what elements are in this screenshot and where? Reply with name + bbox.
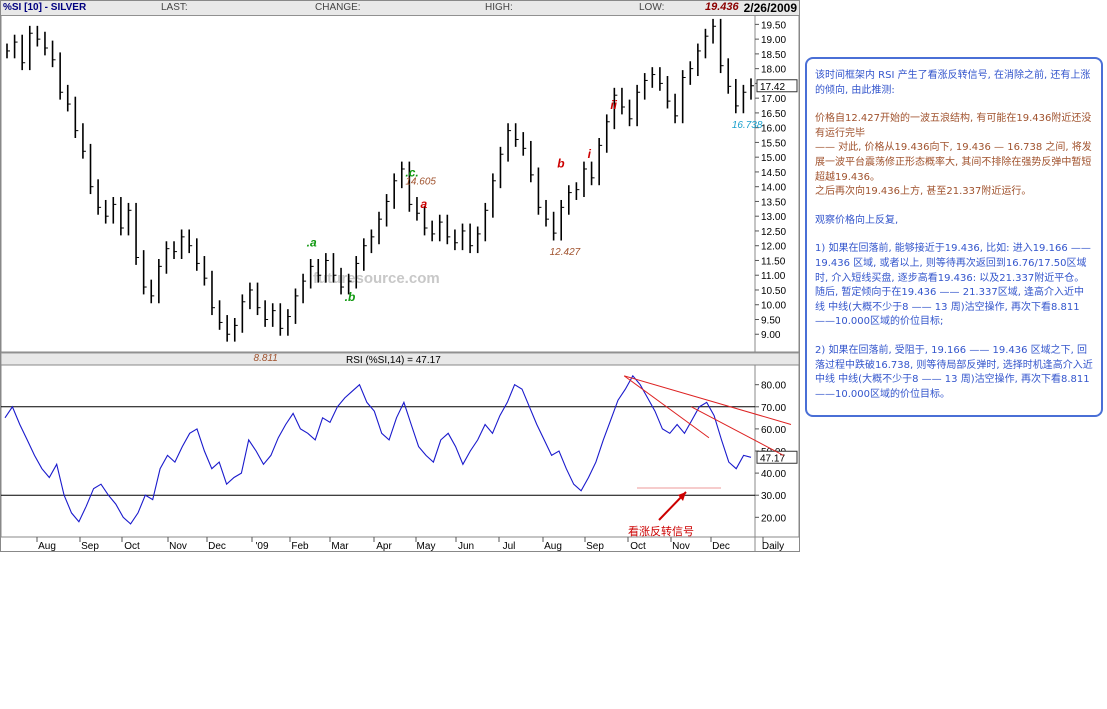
chart-date: 2/26/2009 bbox=[743, 1, 797, 15]
rsi-trend-line bbox=[624, 375, 792, 425]
price-tick-label: 17.00 bbox=[761, 94, 786, 105]
chart-header: %SI [10] - SILVER LAST: CHANGE: HIGH: LO… bbox=[1, 1, 799, 16]
wave-label: a bbox=[421, 197, 428, 211]
chart-svg: RSI (%SI,14) = 47.17 19.50 19.00 18.50 18.00… bbox=[1, 15, 799, 551]
rsi-trend-line bbox=[623, 375, 710, 439]
price-tick-label: 14.00 bbox=[761, 183, 786, 194]
rsi-trend-line bbox=[691, 406, 784, 456]
month-label: Nov bbox=[672, 541, 690, 551]
price-tick-label: 18.50 bbox=[761, 50, 786, 61]
price-tick-label: 14.50 bbox=[761, 168, 786, 179]
price-tick-label: 18.00 bbox=[761, 65, 786, 76]
symbol-title: %SI [10] - SILVER bbox=[3, 2, 87, 13]
wave-label: b bbox=[557, 156, 564, 170]
price-tick-label: 11.00 bbox=[761, 271, 786, 282]
month-label: Apr bbox=[376, 541, 392, 551]
analysis-note: 该时间框架内 RSI 产生了看涨反转信号, 在消除之前, 还有上涨的倾向, 由此… bbox=[805, 57, 1103, 417]
low-label: LOW: bbox=[639, 2, 665, 13]
note-target: 之后再次向19.436上方, 甚至21.337附近运行。 bbox=[815, 186, 1032, 198]
note-observe: 观察价格向上反复, bbox=[815, 214, 899, 226]
last-label: LAST: bbox=[161, 2, 188, 13]
wave-label: .c. bbox=[405, 165, 418, 179]
rsi-last-tag bbox=[756, 450, 798, 464]
high-label: HIGH: bbox=[485, 2, 513, 13]
wave-label: .b bbox=[345, 290, 356, 304]
month-label: Aug bbox=[38, 541, 56, 551]
month-label: Mar bbox=[331, 541, 349, 551]
rsi-last-tag-text: 47.17 bbox=[760, 453, 785, 464]
watermark: futuresource.com bbox=[313, 270, 440, 287]
month-label: Sep bbox=[586, 541, 604, 551]
note-consolidation: —— 对此, 价格从19.436向下, 19.436 — 16.738 之间, … bbox=[815, 142, 1092, 183]
price-last-tag-text: 17.42 bbox=[760, 82, 785, 93]
price-tick-label: 12.50 bbox=[761, 227, 786, 238]
price-tick-label: 19.50 bbox=[761, 20, 786, 31]
price-tick-label: 12.00 bbox=[761, 242, 786, 253]
rsi-tick-label: 70.00 bbox=[761, 403, 786, 414]
price-tick-label: 10.50 bbox=[761, 286, 786, 297]
price-tick-label: 13.50 bbox=[761, 197, 786, 208]
price-panel bbox=[1, 15, 799, 353]
rsi-tick-label: 20.00 bbox=[761, 513, 786, 524]
price-tick-label: 9.50 bbox=[761, 315, 781, 326]
note-scenario-1: 1) 如果在回落前, 能够接近于19.436, 比如: 进入19.166 —— … bbox=[815, 243, 1091, 284]
month-label: Nov bbox=[169, 541, 187, 551]
month-label: May bbox=[417, 541, 436, 551]
month-label: '09 bbox=[255, 541, 268, 551]
price-tick-label: 13.00 bbox=[761, 212, 786, 223]
price-tick-label: 15.00 bbox=[761, 153, 786, 164]
month-label: Dec bbox=[712, 541, 730, 551]
signal-arrowhead bbox=[678, 492, 686, 501]
rsi-tick-label: 80.00 bbox=[761, 381, 786, 392]
change-label: CHANGE: bbox=[315, 2, 361, 13]
last-value: 19.436 bbox=[705, 1, 739, 13]
wave-label: 12.427 bbox=[550, 247, 581, 258]
price-last-tag bbox=[756, 79, 798, 93]
wave-label: ii bbox=[610, 98, 617, 112]
month-label: Sep bbox=[81, 541, 99, 551]
month-label: Oct bbox=[124, 541, 140, 551]
wave-label: 14.605 bbox=[405, 176, 436, 187]
price-tick-label: 10.00 bbox=[761, 301, 786, 312]
signal-label: 看涨反转信号 bbox=[628, 524, 694, 538]
month-label: Oct bbox=[630, 541, 646, 551]
month-label: Jul bbox=[503, 541, 516, 551]
wave-label: 16.738 bbox=[732, 120, 763, 131]
month-label: Aug bbox=[544, 541, 562, 551]
chart-panel: %SI [10] - SILVER LAST: CHANGE: HIGH: LO… bbox=[0, 0, 800, 552]
note-scenario-2: 2) 如果在回落前, 受阻于, 19.166 —— 19.436 区域之下, 回… bbox=[815, 344, 1093, 400]
price-tick-label: 9.00 bbox=[761, 330, 781, 341]
wave-label: .a bbox=[307, 235, 317, 249]
month-label: Feb bbox=[291, 541, 309, 551]
price-tick-label: 11.50 bbox=[761, 256, 786, 267]
rsi-tick-label: 60.00 bbox=[761, 425, 786, 436]
wave-label: 8.811 bbox=[254, 353, 278, 364]
note-intro: 该时间框架内 RSI 产生了看涨反转信号, 在消除之前, 还有上涨的倾向, 由此… bbox=[815, 70, 1091, 96]
month-label: Jun bbox=[458, 541, 474, 551]
rsi-title: RSI (%SI,14) = 47.17 bbox=[346, 355, 441, 366]
rsi-tick-label: 40.00 bbox=[761, 469, 786, 480]
rsi-line bbox=[4, 374, 752, 525]
price-tick-label: 16.00 bbox=[761, 124, 786, 135]
rsi-tick-label: 30.00 bbox=[761, 491, 786, 502]
note-wave-structure: 价格自12.427开始的一波五浪结构, 有可能在19.436附近还没有运行完毕 bbox=[815, 113, 1092, 139]
price-tick-label: 19.00 bbox=[761, 35, 786, 46]
price-tick-label: 15.50 bbox=[761, 138, 786, 149]
month-label: Dec bbox=[208, 541, 226, 551]
month-label: Daily bbox=[762, 541, 784, 551]
note-followup: 随后, 暂定倾向于在19.436 —— 21.337区域, 逢高介入近中线 中线… bbox=[815, 287, 1085, 328]
price-tick-label: 16.50 bbox=[761, 109, 786, 120]
wave-label: i bbox=[588, 147, 592, 161]
rsi-panel bbox=[1, 364, 799, 538]
